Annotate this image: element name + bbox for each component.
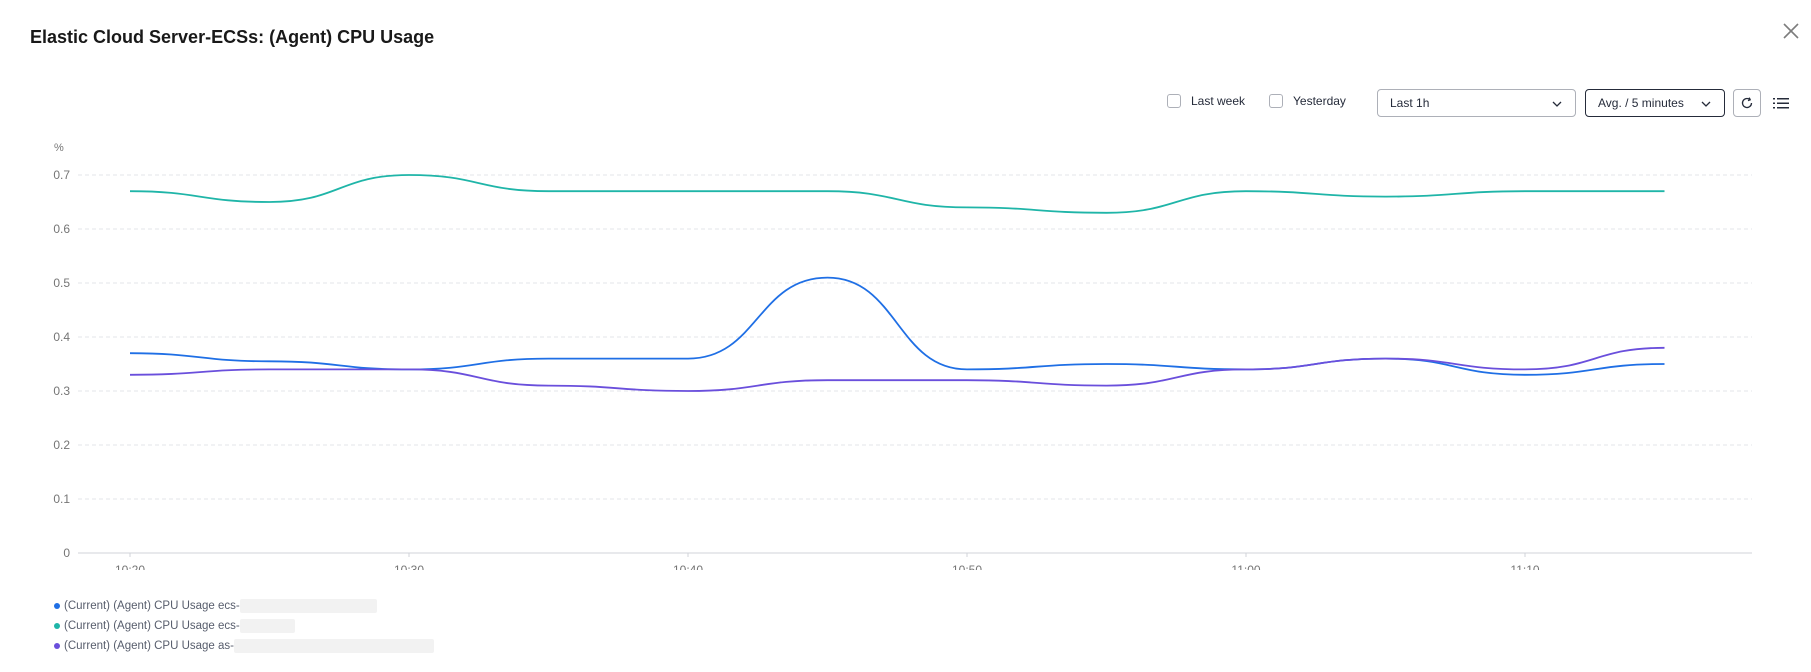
y-tick-label: 0 [63, 546, 70, 560]
dialog-title: Elastic Cloud Server-ECSs: (Agent) CPU U… [30, 27, 435, 47]
series-line[interactable] [129, 346, 1665, 392]
last-week-checkbox[interactable]: Last week [1167, 94, 1245, 108]
time-range-select[interactable]: Last 1h [1377, 89, 1576, 117]
x-tick-label: 11:00 [1231, 563, 1260, 570]
redacted-mask [239, 599, 377, 613]
redacted-mask [239, 619, 295, 633]
series-line[interactable] [129, 174, 1665, 214]
legend-item[interactable]: (Current) (Agent) CPU Usage ecs- [54, 616, 434, 636]
x-tick-label: 10:50 [952, 563, 982, 570]
chart-legend: (Current) (Agent) CPU Usage ecs- (Curren… [54, 596, 434, 656]
aggregation-value: Avg. / 5 minutes [1598, 96, 1684, 110]
y-tick-label: 0.2 [53, 438, 70, 452]
legend-label: (Current) (Agent) CPU Usage as- [64, 640, 234, 652]
close-icon[interactable] [1780, 20, 1802, 42]
redacted-mask [234, 639, 434, 653]
x-tick-label: 10:30 [394, 563, 424, 570]
last-week-label: Last week [1191, 94, 1246, 108]
aggregation-select[interactable]: Avg. / 5 minutes [1585, 89, 1725, 117]
cpu-usage-chart: % 0 0.1 0.2 0.3 0.4 0.5 0.6 0.7 10:20 10:30 10:40 10… [53, 142, 1752, 570]
refresh-icon [1741, 97, 1753, 109]
x-tick-label: 11:10 [1510, 563, 1539, 570]
y-tick-label: 0.5 [53, 276, 70, 290]
time-range-value: Last 1h [1390, 96, 1430, 110]
y-unit-label: % [54, 142, 64, 154]
chevron-down-icon [1552, 101, 1562, 107]
y-tick-label: 0.4 [53, 330, 70, 344]
x-tick-label: 10:40 [673, 563, 703, 570]
legend-item[interactable]: (Current) (Agent) CPU Usage as- [54, 636, 434, 656]
legend-dot [54, 643, 60, 649]
yesterday-label: Yesterday [1293, 94, 1346, 108]
list-icon[interactable] [1772, 94, 1790, 112]
x-tick-label: 10:20 [115, 563, 145, 570]
y-tick-label: 0.7 [53, 168, 70, 182]
checkbox-box[interactable] [1167, 94, 1181, 108]
y-tick-label: 0.6 [53, 222, 70, 236]
refresh-button[interactable] [1733, 89, 1761, 117]
legend-label: (Current) (Agent) CPU Usage ecs- [64, 620, 240, 632]
checkbox-box[interactable] [1269, 94, 1283, 108]
legend-dot [54, 623, 60, 629]
legend-label: (Current) (Agent) CPU Usage ecs- [64, 600, 240, 612]
legend-dot [54, 603, 60, 609]
yesterday-checkbox[interactable]: Yesterday [1269, 94, 1346, 108]
y-tick-label: 0.3 [53, 384, 70, 398]
chevron-down-icon [1701, 101, 1711, 107]
legend-item[interactable]: (Current) (Agent) CPU Usage ecs- [54, 596, 434, 616]
y-tick-label: 0.1 [53, 492, 70, 506]
